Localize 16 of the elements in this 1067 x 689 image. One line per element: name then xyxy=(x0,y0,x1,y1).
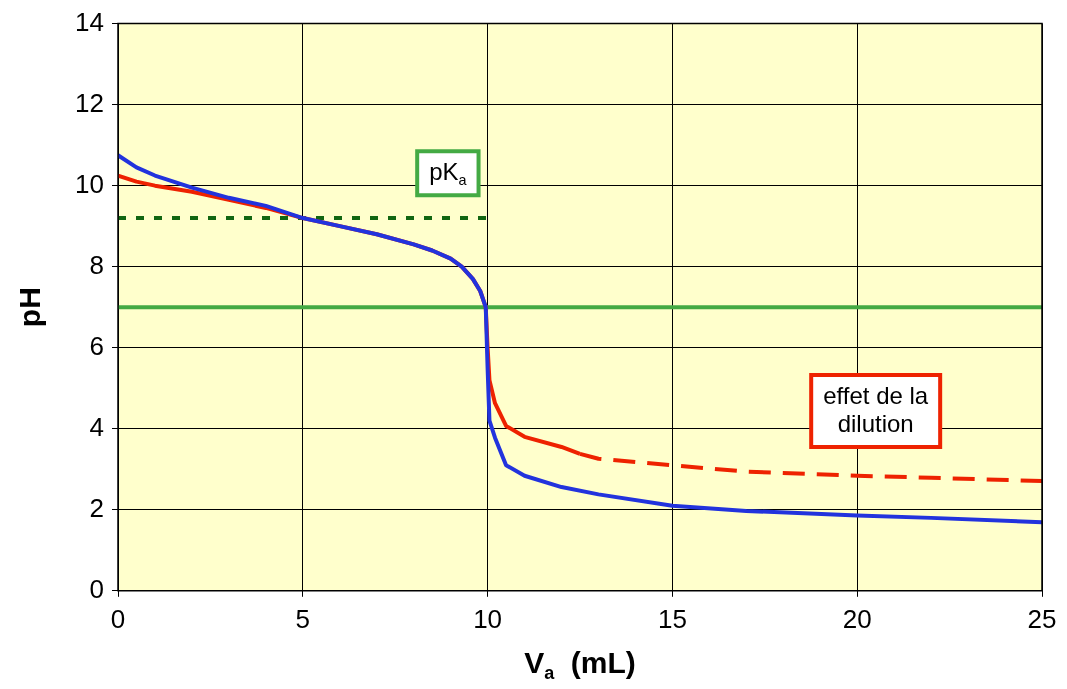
x-tick-label: 5 xyxy=(295,603,311,634)
y-tick-label: 14 xyxy=(75,6,104,37)
y-tick-label: 6 xyxy=(89,330,104,361)
x-tick-label: 25 xyxy=(1027,603,1057,634)
y-tick-label: 4 xyxy=(89,411,104,442)
y-tick-label: 12 xyxy=(75,87,104,118)
y-axis-title: pH xyxy=(13,287,47,328)
x-tick-label: 0 xyxy=(110,603,126,634)
y-tick-label: 2 xyxy=(89,492,104,523)
x-tick-label: 15 xyxy=(657,603,687,634)
annotation: effet de la dilution xyxy=(823,381,929,437)
y-tick-label: 0 xyxy=(89,573,104,604)
y-tick-label: 8 xyxy=(89,249,104,280)
y-tick-label: 10 xyxy=(75,168,104,199)
x-tick-label: 20 xyxy=(842,603,872,634)
x-tick-label: 10 xyxy=(473,603,503,634)
